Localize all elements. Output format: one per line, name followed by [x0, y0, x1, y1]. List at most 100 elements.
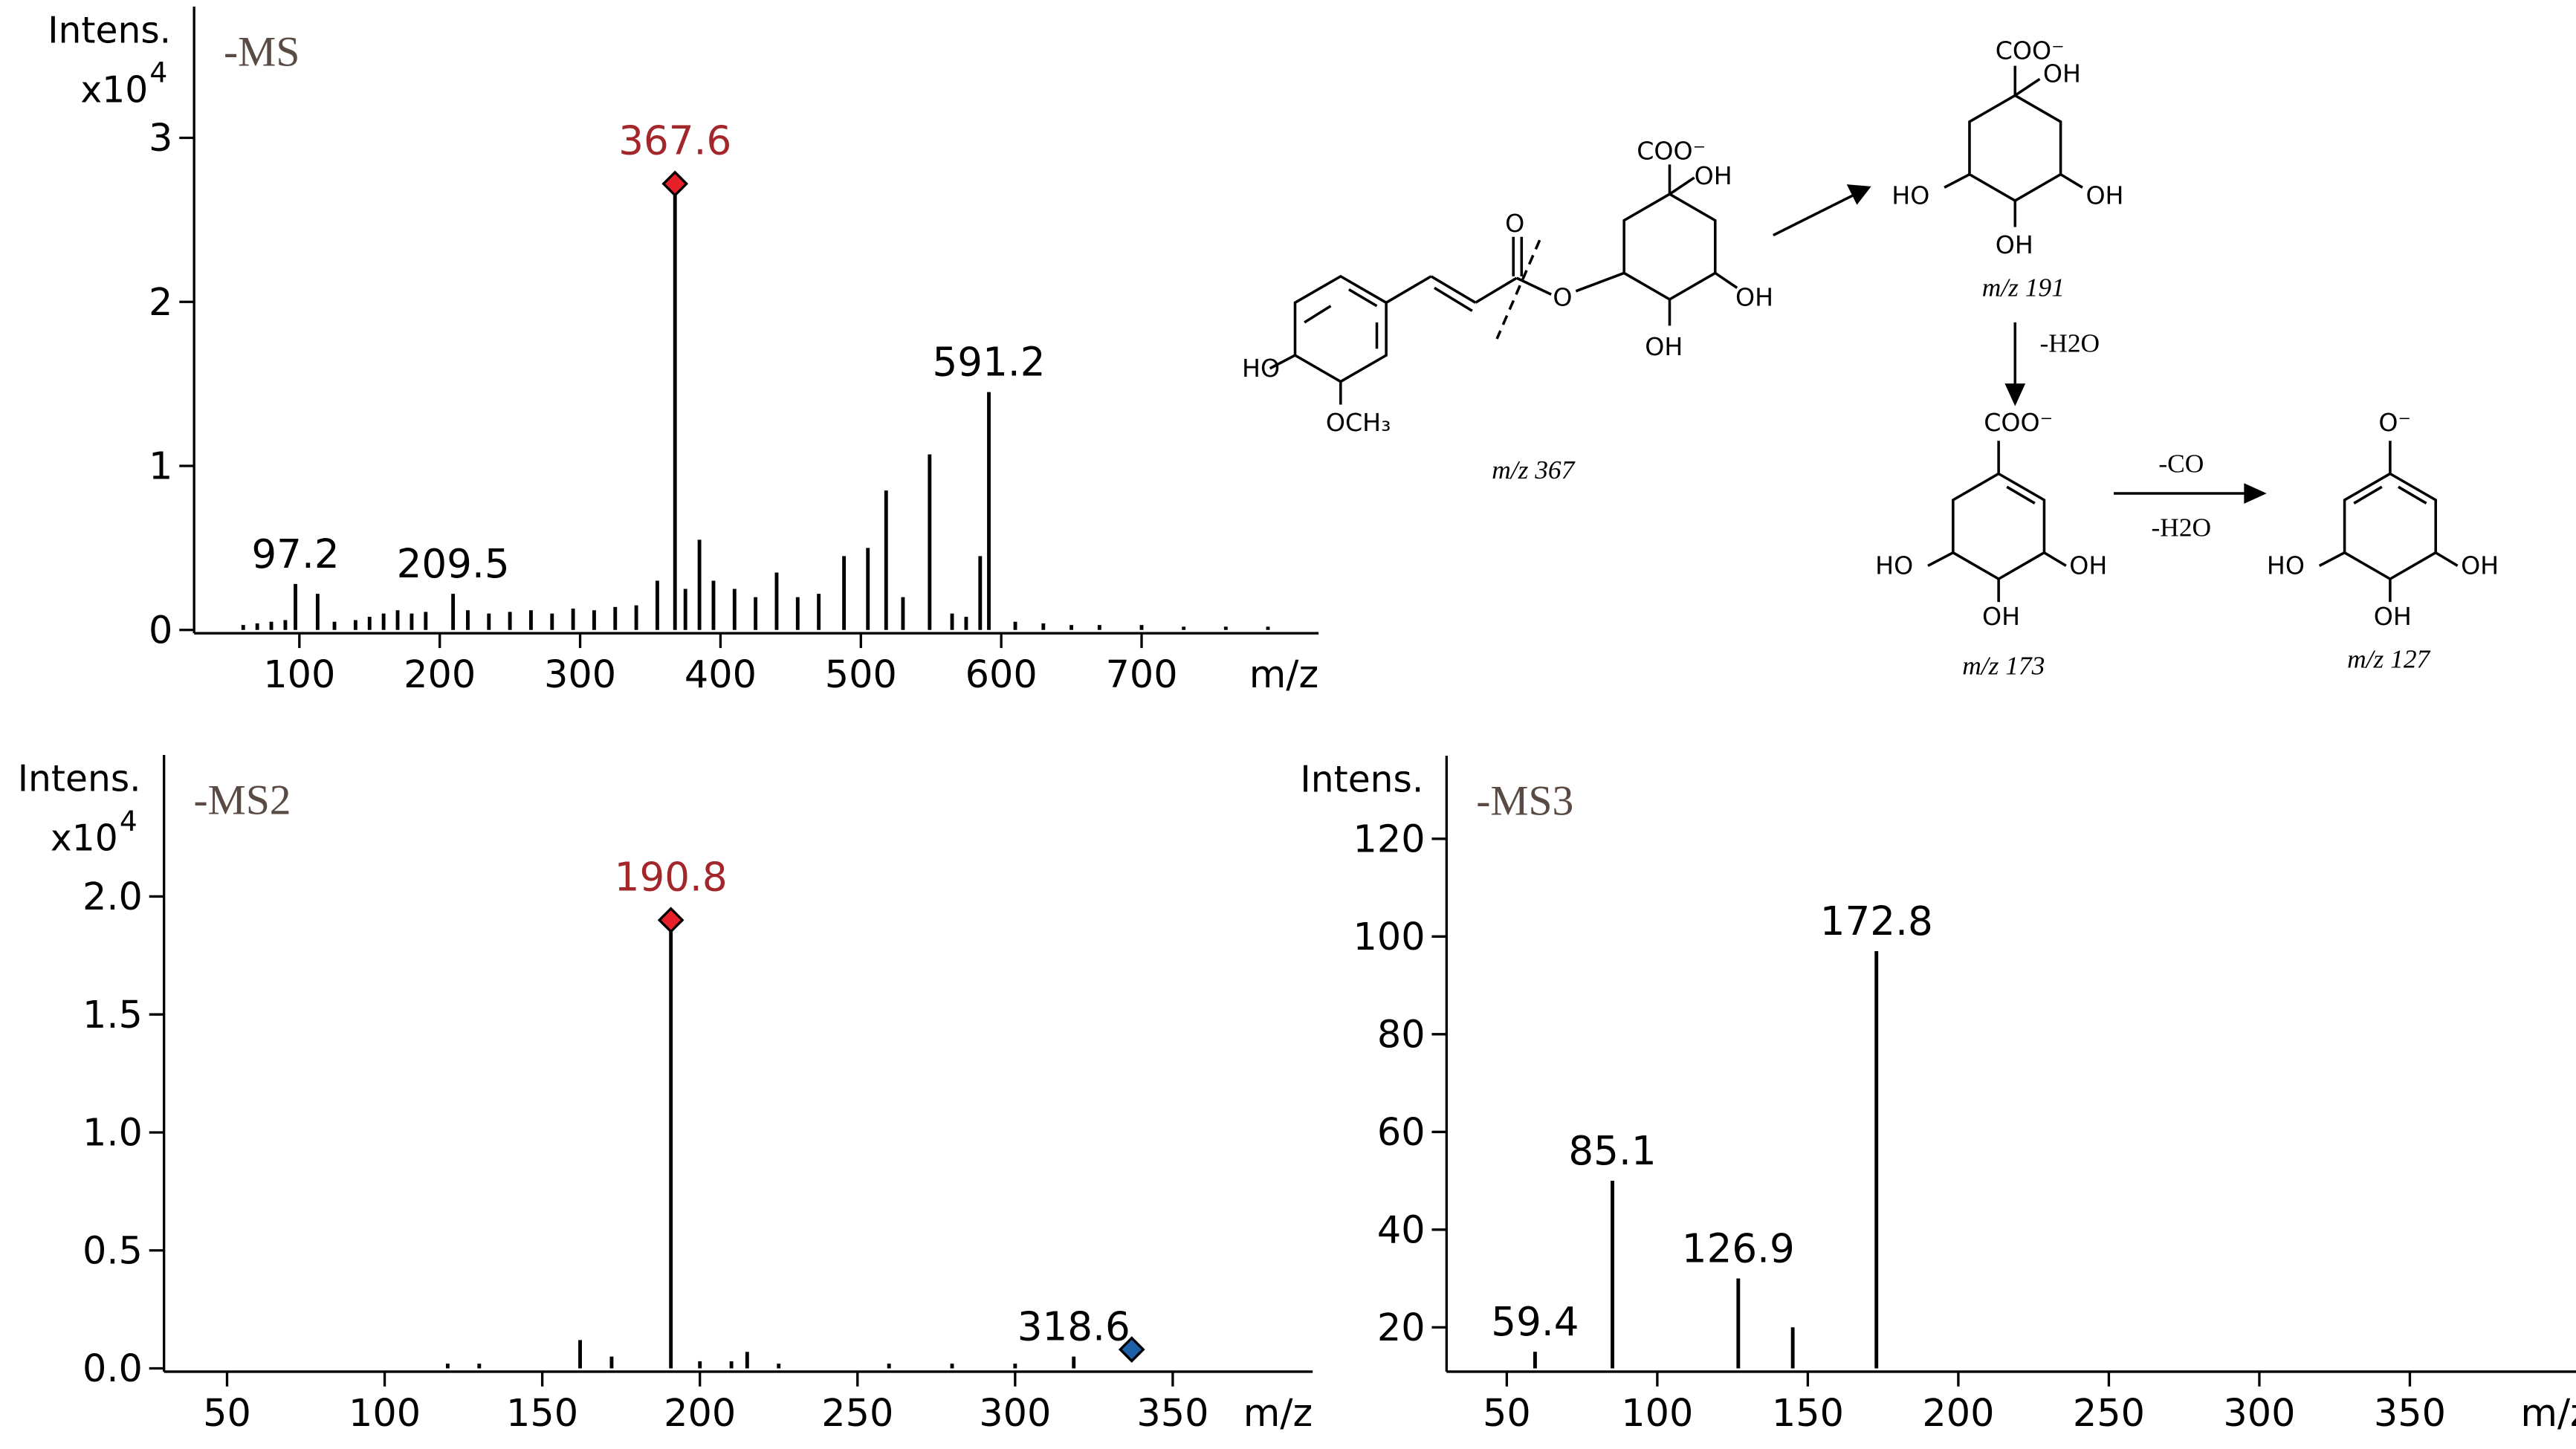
- x-tick-label: 200: [664, 1392, 736, 1436]
- atom-label: HO: [1875, 551, 1913, 580]
- atom-label: OH: [2085, 181, 2123, 210]
- arrowhead: [1846, 184, 1871, 205]
- atom-label: OH: [1645, 332, 1683, 361]
- chart-title: -MS2: [194, 777, 291, 824]
- atom-label: OH: [1996, 230, 2033, 259]
- chart-title: -MS3: [1476, 778, 1573, 825]
- y-tick-label: 2.0: [82, 875, 143, 919]
- x-tick-label: 250: [821, 1392, 893, 1436]
- precursor-marker: [1118, 1336, 1145, 1363]
- bond: [2318, 551, 2346, 567]
- ring: [1968, 94, 2062, 203]
- y-tick-label: 0.5: [82, 1229, 143, 1273]
- x-tick-label: 350: [1136, 1392, 1208, 1436]
- bond: [1669, 176, 1695, 195]
- peak-label: 190.8: [615, 854, 728, 900]
- precursor-marker: [657, 907, 685, 934]
- y-tick-label: 1.5: [82, 993, 143, 1037]
- peak-label: 97.2: [251, 531, 339, 577]
- bond: [2043, 551, 2067, 567]
- atom-label: OH: [2069, 551, 2107, 580]
- step-label: -H2O: [2039, 328, 2100, 358]
- y-tick-label: 0.0: [82, 1347, 143, 1391]
- y-tick-label: 80: [1377, 1014, 1425, 1057]
- precursor-marker: [661, 170, 689, 198]
- x-tick-label: 600: [965, 653, 1038, 697]
- bond: [2059, 173, 2083, 189]
- x-tick-label: 300: [544, 653, 616, 697]
- y-unit: x10: [80, 69, 148, 111]
- atom-label: OH: [2374, 602, 2412, 631]
- bond: [1575, 271, 1625, 293]
- x-tick-label: 350: [2374, 1392, 2446, 1436]
- arrow: [1773, 192, 1857, 237]
- arrowhead: [2244, 483, 2267, 504]
- atom-label: COO⁻: [1637, 137, 1706, 166]
- x-tick-label: 150: [1772, 1392, 1844, 1436]
- bond: [1927, 551, 1954, 567]
- x-tick-label: 150: [506, 1392, 578, 1436]
- x-tick-label: 400: [685, 653, 757, 697]
- atom-label: HO: [1891, 181, 1929, 210]
- ring: [2343, 472, 2437, 581]
- x-axis-label: m/z: [1243, 1392, 1313, 1436]
- x-axis-label: m/z: [1249, 653, 1318, 697]
- bond: [1304, 305, 1332, 324]
- x-tick-label: 50: [203, 1392, 251, 1436]
- atom-label: O: [1553, 283, 1572, 312]
- bond: [1714, 271, 1738, 289]
- bond: [1347, 288, 1378, 308]
- caption: m/z 367: [1492, 455, 1575, 484]
- atom-label: COO⁻: [1996, 36, 2065, 65]
- bond: [2398, 485, 2427, 505]
- atom-label: HO: [1242, 354, 1280, 383]
- y-tick-label: 1: [149, 445, 172, 489]
- caption: m/z 127: [2347, 644, 2430, 674]
- caption: m/z 173: [1962, 650, 2045, 680]
- bond: [1475, 276, 1518, 304]
- x-tick-label: 100: [1621, 1392, 1693, 1436]
- bond: [2006, 485, 2036, 505]
- atom-label: O: [1505, 209, 1524, 238]
- bond: [2014, 77, 2041, 97]
- peak-label: 209.5: [397, 541, 510, 587]
- peak-label: 367.6: [618, 117, 731, 163]
- x-tick-label: 100: [349, 1392, 421, 1436]
- y-axis-label: Intens.: [18, 759, 141, 800]
- step-label: -CO: [2158, 448, 2204, 478]
- peak-label: 172.8: [1820, 898, 1933, 944]
- atom-label: O⁻: [2378, 408, 2411, 437]
- bond: [1385, 275, 1432, 304]
- y-tick-label: 100: [1353, 915, 1425, 959]
- bond: [2353, 485, 2383, 505]
- y-tick-label: 3: [149, 117, 172, 161]
- x-tick-label: 200: [404, 653, 476, 697]
- peak-label: 59.4: [1491, 1299, 1579, 1345]
- y-unit-exponent: 4: [120, 805, 137, 837]
- atom-label: COO⁻: [1984, 408, 2053, 437]
- x-tick-label: 300: [2223, 1392, 2295, 1436]
- peak-label: 85.1: [1568, 1128, 1656, 1174]
- y-tick-label: 2: [149, 281, 172, 325]
- x-tick-label: 50: [1483, 1392, 1531, 1436]
- benzene-ring: [1293, 274, 1388, 383]
- peak-label: 591.2: [933, 340, 1046, 386]
- x-axis-label: m/z: [2520, 1392, 2576, 1436]
- y-unit-exponent: 4: [149, 56, 167, 89]
- fragmentation-scheme: HO OCH₃ O O COO⁻ OH OH OH m/z 367 COO⁻ O…: [1242, 36, 2499, 681]
- cyclohexane-ring: [1622, 192, 1717, 301]
- y-tick-label: 0: [149, 609, 172, 652]
- x-tick-label: 200: [1922, 1392, 1994, 1436]
- x-tick-label: 500: [825, 653, 897, 697]
- atom-label: OH: [2461, 551, 2499, 580]
- y-axis-label: Intens.: [48, 10, 171, 52]
- y-tick-label: 120: [1353, 818, 1425, 862]
- x-tick-label: 100: [263, 653, 335, 697]
- bond: [1944, 173, 1970, 189]
- step-label: -H2O: [2151, 513, 2211, 542]
- x-tick-label: 300: [979, 1392, 1051, 1436]
- atom-label: OH: [1982, 602, 2020, 631]
- atom-label: HO: [2267, 551, 2305, 580]
- atom-label: OH: [1695, 161, 1732, 190]
